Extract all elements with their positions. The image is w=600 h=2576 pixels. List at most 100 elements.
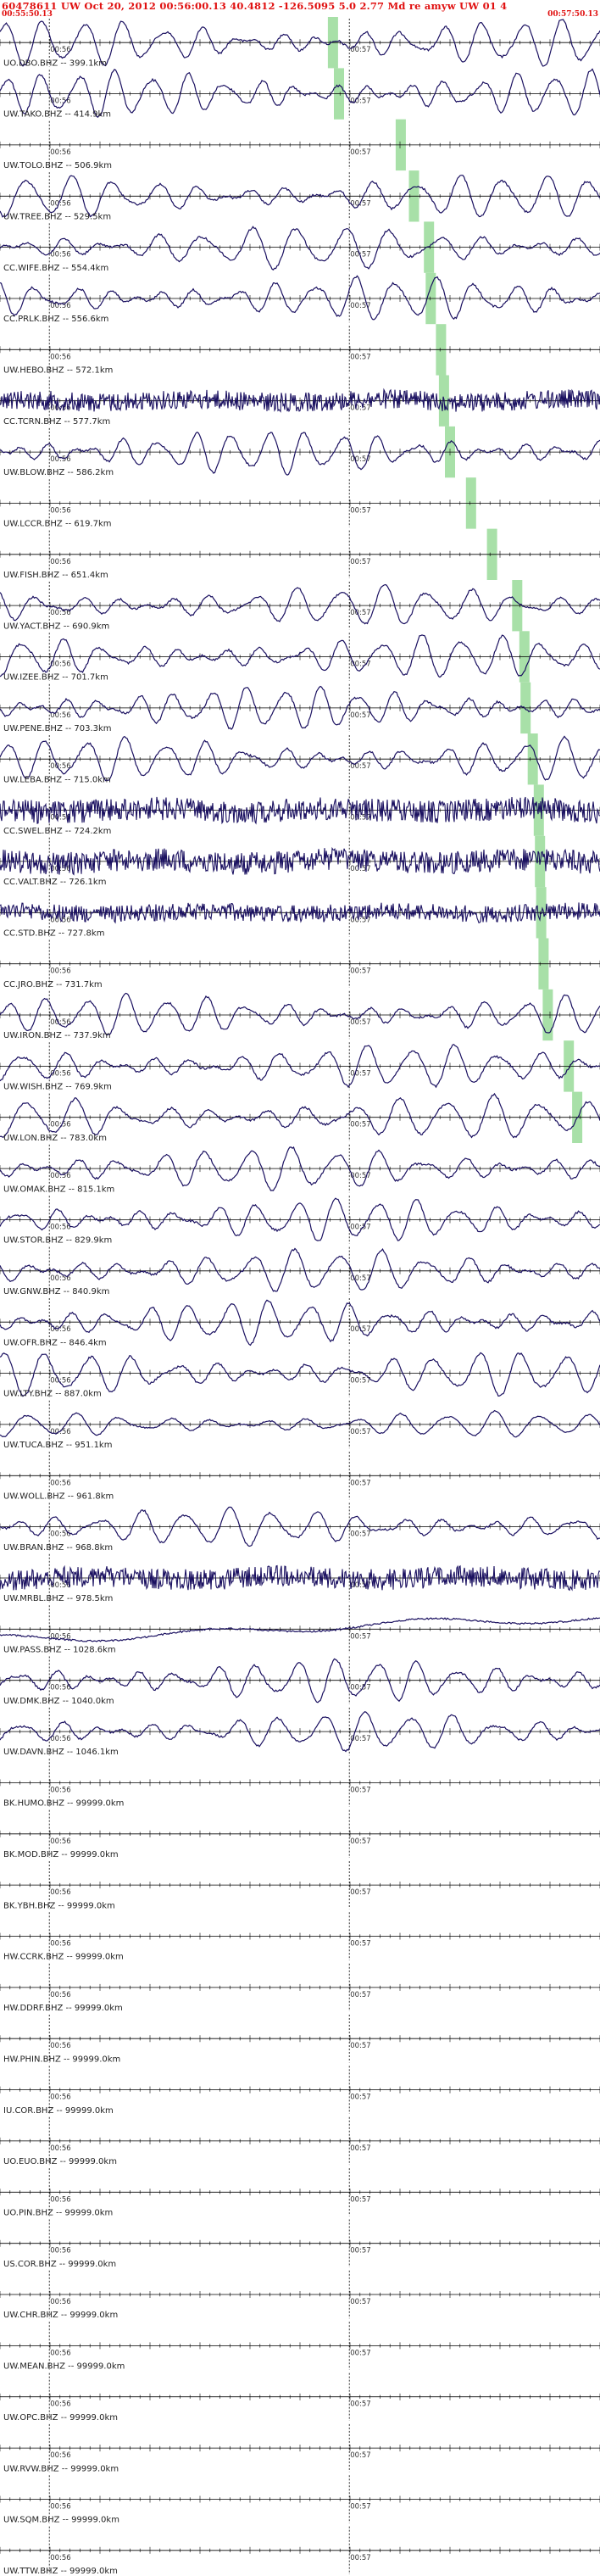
minute-label: 00:57 [350,2451,371,2460]
minute-label: 00:56 [50,661,70,669]
minute-label: 00:57 [350,2094,371,2102]
station-row: 00:56 00:57 US.COR.BHZ -- 99999.0km [0,2219,600,2269]
seismic-trace [0,583,600,625]
station-label: UW.CHR.BHZ -- 99999.0km [3,2311,118,2320]
minute-label: 00:57 [350,711,371,720]
seismic-trace [0,846,600,876]
station-label: UW.IRON.BHZ -- 737.9km [3,1031,111,1040]
station-row: 00:56 00:57 UW.OMAK.BHZ -- 815.1km [0,1144,600,1194]
minute-label: 00:57 [350,302,371,310]
station-row: 00:56 00:57 UW.PENE.BHZ -- 703.3km [0,683,600,733]
minute-label: 00:56 [50,455,70,464]
seismic-trace [0,275,600,321]
seismic-trace [0,431,600,476]
seismic-trace [0,1299,600,1347]
minute-label: 00:57 [350,661,371,669]
station-row: 00:56 00:57 UW.RVW.BHZ -- 99999.0km [0,2423,600,2473]
station-label: UW.GNW.BHZ -- 840.9km [3,1287,109,1296]
station-row: 00:56 00:57 UW.WOLL.BHZ -- 961.8km [0,1452,600,1501]
station-row: 00:56 00:57 UW.TUCA.BHZ -- 951.1km [0,1400,600,1450]
station-label: CC.SWEL.BHZ -- 724.2km [3,827,111,836]
minute-label: 00:57 [350,148,371,157]
minute-label: 00:56 [50,2247,70,2255]
station-label: UO.DBO.BHZ -- 399.1km [3,59,107,68]
station-label: BK.HUMO.BHZ -- 99999.0km [3,1799,124,1809]
station-label: UW.RVW.BHZ -- 99999.0km [3,2464,119,2473]
minute-label: 00:57 [350,2554,371,2562]
minute-label: 00:56 [50,1786,70,1794]
seismic-trace [0,1564,600,1592]
minute-label: 00:56 [50,1684,70,1692]
minute-label: 00:56 [50,2042,70,2050]
seismic-trace [0,796,600,825]
seismic-trace [0,19,600,67]
station-row: 00:56 00:57 UW.TAKO.BHZ -- 414.9km [0,68,600,120]
station-row: 00:56 00:57 UW.DAVN.BHZ -- 1046.1km [0,1707,600,1757]
station-label: UW.PASS.BHZ -- 1028.6km [3,1646,116,1655]
minute-label: 00:57 [350,46,371,54]
station-label: UW.DMK.BHZ -- 1040.0km [3,1697,114,1706]
station-label: UO.PIN.BHZ -- 99999.0km [3,2209,113,2218]
minute-label: 00:56 [50,251,70,259]
minute-label: 00:57 [350,98,371,106]
station-row: 00:56 00:57 UO.EUO.BHZ -- 99999.0km [0,2116,600,2166]
minute-label: 00:57 [350,967,371,976]
seismic-trace [0,902,600,924]
station-row: 00:56 00:57 UW.CHR.BHZ -- 99999.0km [0,2270,600,2320]
station-label: UW.BLOW.BHZ -- 586.2km [3,468,114,477]
seismic-trace [0,634,600,678]
minute-label: 00:56 [50,2094,70,2102]
station-label: UW.IZEE.BHZ -- 701.7km [3,673,108,683]
station-row: 00:56 00:57 CC.PRLK.BHZ -- 556.6km [0,274,600,324]
minute-label: 00:56 [50,711,70,720]
station-row: 00:56 00:57 UW.SQM.BHZ -- 99999.0km [0,2475,600,2525]
station-row: 00:56 00:57 BK.HUMO.BHZ -- 99999.0km [0,1759,600,1809]
minute-label: 00:57 [350,1224,371,1232]
station-row: 00:56 00:57 UW.IRON.BHZ -- 737.9km [0,990,600,1040]
minute-label: 00:57 [350,1581,371,1590]
station-label: BK.YBH.BHZ -- 99999.0km [3,1901,115,1910]
minute-label: 00:57 [350,865,371,873]
minute-label: 00:57 [350,1069,371,1078]
station-label: UW.STOR.BHZ -- 829.9km [3,1236,112,1246]
minute-label: 00:56 [50,1632,70,1641]
seismic-trace [0,1044,600,1089]
minute-label: 00:56 [50,814,70,822]
station-row: 00:56 00:57 HW.CCRK.BHZ -- 99999.0km [0,1912,600,1962]
minute-label: 00:57 [350,1940,371,1949]
minute-label: 00:57 [350,2247,371,2255]
minute-label: 00:57 [350,1377,371,1386]
minute-label: 00:57 [350,2195,371,2204]
station-label: UW.TOLO.BHZ -- 506.9km [3,161,112,170]
minute-label: 00:56 [50,1940,70,1949]
minute-label: 00:56 [50,1018,70,1027]
minute-label: 00:56 [50,1121,70,1129]
station-row: 00:56 00:57 CC.VALT.BHZ -- 726.1km [0,837,600,887]
minute-label: 00:56 [50,865,70,873]
minute-label: 00:56 [50,1069,70,1078]
seismic-trace [0,1197,600,1241]
minute-label: 00:57 [350,558,371,566]
minute-label: 00:56 [50,1735,70,1743]
minute-label: 00:56 [50,2144,70,2153]
minute-label: 00:57 [350,1121,371,1129]
minute-label: 00:57 [350,2042,371,2050]
start-time: 00:55:50.13 [2,10,53,19]
station-row: 00:56 00:57 UW.LEBA.BHZ -- 715.0km [0,735,600,784]
minute-label: 00:56 [50,2400,70,2409]
minute-label: 00:56 [50,609,70,617]
minute-label: 00:56 [50,1531,70,1539]
station-row: 00:56 00:57 UW.BLOW.BHZ -- 586.2km [0,427,600,477]
minute-label: 00:56 [50,1224,70,1232]
minute-label: 00:57 [350,353,371,361]
station-label: UW.PENE.BHZ -- 703.3km [3,724,112,733]
minute-label: 00:56 [50,353,70,361]
station-label: UW.SQM.BHZ -- 99999.0km [3,2516,119,2525]
seismic-trace [0,1352,600,1397]
station-row: 00:56 00:57 UW.LCCR.BHZ -- 619.7km [0,479,600,529]
